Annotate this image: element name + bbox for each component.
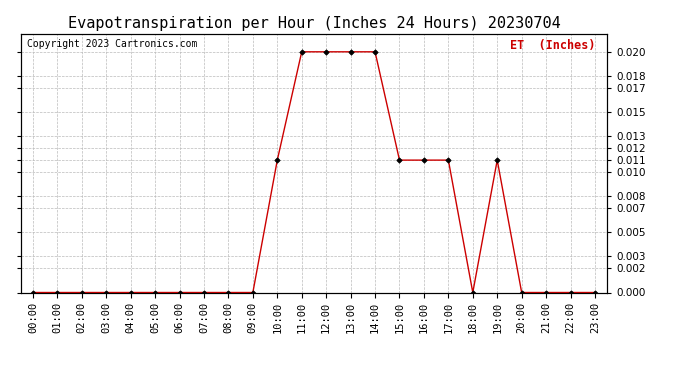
Text: Copyright 2023 Cartronics.com: Copyright 2023 Cartronics.com: [26, 39, 197, 49]
Title: Evapotranspiration per Hour (Inches 24 Hours) 20230704: Evapotranspiration per Hour (Inches 24 H…: [68, 16, 560, 31]
Text: ET  (Inches): ET (Inches): [510, 39, 595, 52]
